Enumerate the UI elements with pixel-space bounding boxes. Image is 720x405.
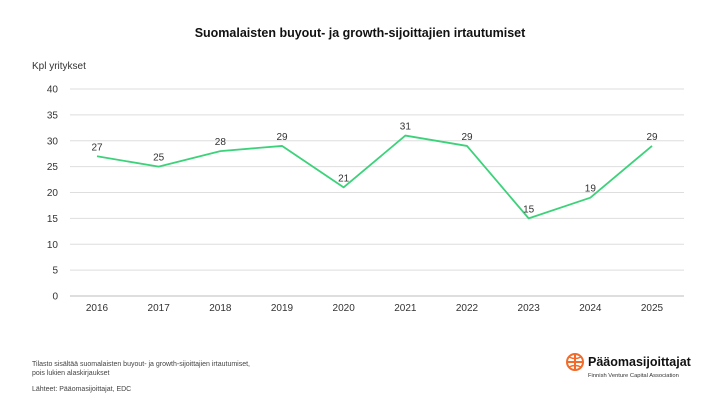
logo-name: Pääomasijoittajat — [588, 355, 691, 369]
data-label: 21 — [338, 173, 350, 184]
data-label: 31 — [400, 122, 412, 133]
footnote: Tilasto sisältää suomalaisten buyout- ja… — [32, 361, 251, 377]
x-tick-label: 2019 — [271, 303, 294, 314]
logo: Pääomasijoittajat Finnish Venture Capita… — [566, 352, 716, 388]
y-tick-label: 35 — [47, 110, 59, 121]
y-tick-label: 0 — [52, 292, 58, 303]
chart-title: Suomalaisten buyout- ja growth-sijoittaj… — [194, 26, 526, 40]
y-tick-labels: 0 5 10 15 20 25 30 35 40 — [47, 85, 59, 303]
y-tick-label: 20 — [47, 188, 59, 199]
data-label: 28 — [215, 137, 227, 148]
data-label: 19 — [585, 184, 597, 195]
y-tick-label: 30 — [47, 136, 59, 147]
data-label: 29 — [276, 132, 288, 143]
x-tick-label: 2018 — [209, 303, 232, 314]
x-tick-label: 2023 — [518, 303, 541, 314]
gridlines — [70, 88, 684, 297]
data-label: 29 — [646, 132, 658, 143]
logo-subtitle: Finnish Venture Capital Association — [588, 373, 679, 379]
x-tick-label: 2022 — [456, 303, 479, 314]
x-tick-label: 2025 — [641, 303, 664, 314]
y-tick-label: 10 — [47, 240, 59, 251]
y-tick-label: 25 — [47, 162, 59, 173]
series-line — [96, 134, 653, 220]
data-label: 27 — [91, 142, 103, 153]
x-tick-label: 2020 — [333, 303, 356, 314]
y-axis-label: Kpl yritykset — [32, 61, 86, 72]
series-line-layer — [96, 134, 653, 220]
data-label: 25 — [153, 153, 165, 164]
x-tick-labels: 2016 2017 2018 2019 2020 2021 2022 2023 2024 2025 — [86, 303, 664, 314]
y-tick-label: 15 — [47, 214, 59, 225]
x-tick-label: 2016 — [86, 303, 109, 314]
data-labels: 27 25 28 29 21 31 29 15 19 29 — [91, 122, 658, 216]
data-label: 29 — [461, 132, 473, 143]
data-label: 15 — [523, 204, 535, 215]
logo-globe-icon — [566, 353, 584, 371]
x-tick-label: 2024 — [579, 303, 602, 314]
y-tick-label: 5 — [52, 266, 58, 277]
x-tick-label: 2017 — [148, 303, 171, 314]
sources-note: Lähteet: Pääomasijoittajat, EDC — [32, 386, 132, 393]
y-tick-label: 40 — [47, 85, 59, 96]
x-tick-label: 2021 — [394, 303, 417, 314]
